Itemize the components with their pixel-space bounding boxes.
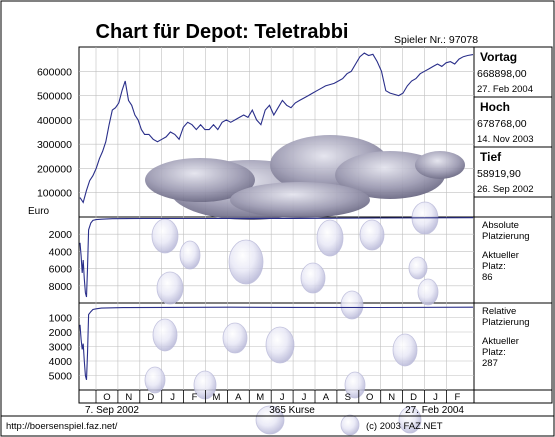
vortag-value: 668898,00 (477, 68, 527, 80)
y-tick-label: 300000 (37, 139, 72, 151)
footer-url[interactable]: http://boersenspiel.faz.net/ (6, 421, 118, 432)
rel-label-2: Platzierung (482, 317, 530, 328)
vortag-date: 27. Feb 2004 (477, 84, 533, 95)
rel-current-value: 287 (482, 358, 498, 369)
tick-layer: 600000 500000 400000 300000 200000 100000 2000… (37, 66, 72, 382)
hoch-date: 14. Nov 2003 (477, 134, 534, 145)
month-label: N (388, 392, 395, 403)
month-label: J (433, 392, 438, 403)
month-label: O (103, 392, 110, 403)
y-tick-label: 400000 (37, 115, 72, 127)
month-label: O (366, 392, 373, 403)
hoch-value: 678768,00 (477, 118, 527, 130)
month-label: J (302, 392, 307, 403)
abs-label-1: Absolute (482, 220, 519, 231)
x-start-date: 7. Sep 2002 (85, 405, 139, 416)
y-tick-label: 1000 (49, 313, 73, 325)
series-line-relative-platzierung (79, 306, 474, 381)
tief-label: Tief (480, 150, 502, 164)
month-label: J (280, 392, 285, 403)
month-label: M (256, 392, 264, 403)
series-layer (79, 52, 474, 381)
y-tick-label: 6000 (49, 264, 73, 276)
y-tick-label: 3000 (49, 342, 73, 354)
month-label: D (147, 392, 154, 403)
month-label: N (125, 392, 132, 403)
cloud-decoration (145, 135, 465, 220)
rel-label-1: Relative (482, 306, 516, 317)
x-end-date: 27. Feb 2004 (405, 405, 464, 416)
rel-current-1: Aktueller (482, 336, 519, 347)
rel-current-2: Platz: (482, 347, 506, 358)
drops-decoration (144, 201, 439, 436)
month-label: A (323, 392, 330, 403)
abs-label-2: Platzierung (482, 231, 530, 242)
month-label: S (345, 392, 351, 403)
y-tick-label: 200000 (37, 163, 72, 175)
y-tick-label: 2000 (49, 229, 73, 241)
tief-date: 26. Sep 2002 (477, 184, 534, 195)
series-line-depot-value (79, 52, 474, 204)
month-label: J (170, 392, 175, 403)
tief-value: 58919,90 (477, 168, 521, 180)
footer-copyright: (c) 2003 FAZ.NET (366, 421, 443, 432)
x-middle-label: 365 Kurse (269, 405, 315, 416)
chart-title: Chart für Depot: Teletrabbi (96, 21, 349, 43)
y-tick-label: 5000 (49, 371, 73, 383)
month-label: F (192, 392, 198, 403)
month-label: D (410, 392, 417, 403)
player-number: Spieler Nr.: 97078 (394, 34, 478, 46)
abs-current-value: 86 (482, 272, 493, 283)
month-label: F (454, 392, 460, 403)
series-line-absolute-platzierung (79, 217, 474, 298)
y-tick-label: 8000 (49, 281, 73, 293)
y-tick-label: 600000 (37, 66, 72, 78)
month-label: A (235, 392, 242, 403)
abs-current-1: Aktueller (482, 250, 519, 261)
info-panel-frame (473, 46, 553, 404)
y-tick-label: 2000 (49, 327, 73, 339)
abs-current-2: Platz: (482, 261, 506, 272)
y-tick-label: 4000 (49, 356, 73, 368)
info-panel: Vortag 668898,00 27. Feb 2004 Hoch 67876… (477, 50, 534, 369)
month-label: M (212, 392, 220, 403)
y-tick-label: 100000 (37, 188, 72, 200)
hoch-label: Hoch (480, 100, 510, 114)
y-tick-label: 4000 (49, 246, 73, 258)
y-unit-label: Euro (28, 206, 50, 217)
y-tick-label: 500000 (37, 91, 72, 103)
vortag-label: Vortag (480, 50, 517, 64)
